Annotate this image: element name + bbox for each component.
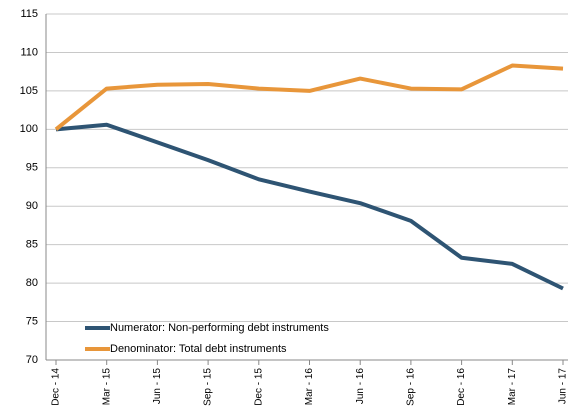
y-tick-label: 105 bbox=[20, 85, 38, 97]
legend-label: Denominator: Total debt instruments bbox=[110, 343, 287, 355]
y-tick-label: 75 bbox=[26, 315, 38, 327]
x-tick-label: Dec - 14 bbox=[51, 368, 62, 406]
x-tick-label: Dec - 15 bbox=[253, 368, 264, 406]
series-line bbox=[54, 63, 564, 131]
x-tick-label: Jun - 16 bbox=[355, 368, 366, 405]
x-tick-label: Jun - 17 bbox=[558, 368, 568, 405]
x-tick-label: Dec - 16 bbox=[456, 368, 467, 406]
legend-label: Numerator: Non-performing debt instrumen… bbox=[110, 322, 329, 334]
y-tick-label: 80 bbox=[26, 277, 38, 289]
y-tick-label: 90 bbox=[26, 200, 38, 212]
x-tick-label: Jun - 15 bbox=[152, 368, 163, 405]
y-tick-label: 115 bbox=[20, 8, 38, 20]
y-tick-label: 100 bbox=[20, 123, 38, 135]
y-tick-label: 85 bbox=[26, 239, 38, 251]
x-tick-label: Mar - 15 bbox=[101, 368, 112, 406]
x-tick-label: Mar - 16 bbox=[304, 368, 315, 406]
x-tick-label: Mar - 17 bbox=[507, 368, 518, 406]
y-tick-label: 110 bbox=[20, 46, 38, 58]
x-tick-label: Sep - 16 bbox=[406, 368, 417, 406]
series-line bbox=[55, 122, 564, 291]
x-tick-label: Sep - 15 bbox=[203, 368, 214, 406]
y-tick-label: 95 bbox=[26, 162, 38, 174]
y-tick-label: 70 bbox=[26, 354, 38, 366]
